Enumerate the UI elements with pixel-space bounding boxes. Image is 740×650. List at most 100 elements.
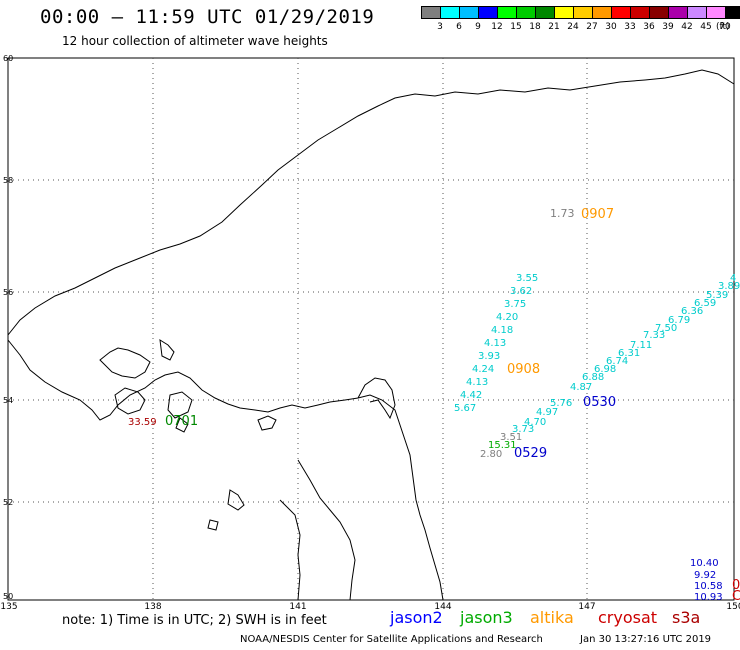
- wave-height-label: 4.87: [570, 382, 592, 393]
- wave-height-label: 7.11: [630, 340, 652, 351]
- pass-time-label: 0: [732, 578, 740, 593]
- legend-swatch: [573, 6, 593, 19]
- wave-height-label: 33.59: [128, 417, 157, 428]
- legend-swatch: [611, 6, 631, 19]
- wave-height-label: 7.50: [655, 323, 677, 334]
- page-subtitle: 12 hour collection of altimeter wave hei…: [62, 34, 328, 48]
- wave-height-label: 1.73: [550, 207, 575, 220]
- wave-height-label: 10.93: [694, 592, 723, 603]
- footer-note: note: 1) Time is in UTC; 2) SWH is in fe…: [62, 613, 327, 628]
- legend-swatch: [592, 6, 612, 19]
- sakhalin-coast: [297, 459, 356, 601]
- wave-height-label: 5.67: [454, 403, 476, 414]
- satellite-jason3: jason3: [460, 608, 513, 627]
- legend-swatch: [725, 6, 740, 19]
- lat-tick-label: 58: [3, 176, 14, 185]
- wave-height-label: 3.55: [516, 273, 538, 284]
- pass-time-label: 0908: [507, 362, 540, 377]
- wave-height-label: 6.74: [606, 356, 628, 367]
- legend-swatch: [706, 6, 726, 19]
- wave-height-label: 5.76: [550, 398, 572, 409]
- legend-label: 30: [605, 22, 617, 32]
- legend-label: 6: [456, 22, 462, 32]
- legend-label: 15: [510, 22, 522, 32]
- legend-label: 27: [586, 22, 598, 32]
- satellite-altika: altika: [530, 608, 574, 627]
- pass-time-label: 0907: [581, 207, 614, 222]
- wave-height-label: 6.59: [694, 298, 716, 309]
- legend-swatch: [668, 6, 688, 19]
- wave-height-label: 3.62: [510, 286, 532, 297]
- wave-height-label: 6.79: [668, 315, 690, 326]
- islands: [99, 347, 151, 379]
- pass-time-label: 0701: [165, 414, 198, 429]
- coastline-north: [7, 69, 735, 336]
- lat-tick-label: 52: [3, 498, 14, 507]
- lon-tick-label: 147: [578, 602, 596, 612]
- legend-swatch: [421, 6, 441, 19]
- legend-label: 39: [662, 22, 674, 32]
- wave-height-label: 3.75: [504, 299, 526, 310]
- lon-tick-label: 144: [434, 602, 452, 612]
- legend-label: 33: [624, 22, 636, 32]
- legend-label: 9: [475, 22, 481, 32]
- lat-tick-label: 50: [3, 592, 14, 601]
- legend-label: 36: [643, 22, 655, 32]
- legend-swatch: [516, 6, 536, 19]
- legend-label: 45: [700, 22, 712, 32]
- map-frame: [7, 57, 735, 601]
- wave-height-label: 4.13: [484, 338, 506, 349]
- wave-height-label: 4: [730, 273, 736, 284]
- wave-height-label: 3.89: [718, 281, 740, 292]
- legend-label: 3: [437, 22, 443, 32]
- legend-swatch: [535, 6, 555, 19]
- wave-height-label: 15.31: [488, 440, 517, 451]
- legend-label: 12: [491, 22, 503, 32]
- legend-swatch: [440, 6, 460, 19]
- wave-height-label: 9.92: [694, 570, 716, 581]
- wave-height-label: 7.33: [643, 330, 665, 341]
- legend-swatch: [687, 6, 707, 19]
- footer-timestamp: Jan 30 13:27:16 UTC 2019: [580, 634, 712, 645]
- wave-height-label: 4.13: [466, 377, 488, 388]
- observation-labels: 1.73 0907 3.55 3.62 3.75 4.20 4.18 4.13 3.93 4.24…: [128, 207, 740, 604]
- lat-tick-label: 56: [3, 288, 14, 297]
- lat-tick-label: 60: [3, 54, 14, 63]
- lon-tick-label: 150: [726, 602, 740, 612]
- legend-label: 42: [681, 22, 693, 32]
- legend-swatch: [554, 6, 574, 19]
- legend-label: 70: [719, 22, 731, 32]
- wave-height-label: 10.58: [694, 581, 723, 592]
- legend-swatch: [630, 6, 650, 19]
- wave-height-label: 4.18: [491, 325, 513, 336]
- page-title: 00:00 – 11:59 UTC 01/29/2019: [40, 6, 375, 28]
- coastline-south: [7, 339, 444, 601]
- wave-height-label: 6.36: [681, 306, 703, 317]
- legend-label: 24: [567, 22, 579, 32]
- legend-swatch: [459, 6, 479, 19]
- legend-swatch: [478, 6, 498, 19]
- wave-height-label: 10.40: [690, 558, 719, 569]
- wave-height-label: 2.80: [480, 449, 502, 460]
- satellite-jason2: jason2: [390, 608, 443, 627]
- legend-unit: (ft): [716, 22, 730, 32]
- lon-tick-label: 135: [0, 602, 18, 612]
- pass-time-label: 0530: [583, 395, 616, 410]
- wave-height-label: 3.93: [478, 351, 500, 362]
- pass-time-label: 0529: [514, 446, 547, 461]
- wave-height-label: 4.20: [496, 312, 518, 323]
- legend-label: 18: [529, 22, 541, 32]
- wave-height-label: 4.24: [472, 364, 494, 375]
- lat-tick-label: 54: [3, 396, 14, 405]
- satellite-s3a: s3a: [672, 608, 701, 627]
- peninsula-east: [357, 377, 396, 420]
- wave-height-label: 4.97: [536, 407, 558, 418]
- wave-height-label: 6.31: [618, 348, 640, 359]
- pass-time-label: C: [732, 589, 740, 604]
- legend-swatch: [649, 6, 669, 19]
- coastline: [7, 69, 735, 601]
- wave-height-label: 4.42: [460, 390, 482, 401]
- wave-height-label: 5.39: [706, 290, 728, 301]
